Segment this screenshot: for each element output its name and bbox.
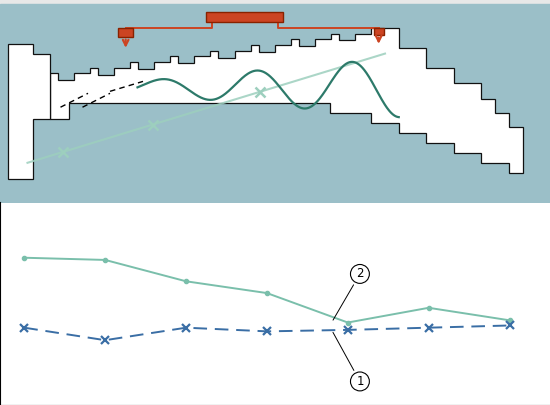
Text: 1: 1 (333, 333, 364, 388)
Bar (118, 28, 133, 37)
Polygon shape (8, 44, 50, 179)
Bar (206, 12, 283, 22)
Bar (374, 28, 384, 35)
Polygon shape (50, 28, 522, 173)
Text: 2: 2 (333, 267, 364, 320)
